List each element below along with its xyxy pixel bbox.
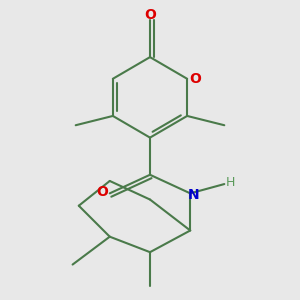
Text: O: O: [189, 72, 201, 86]
Text: O: O: [96, 185, 108, 199]
Text: H: H: [226, 176, 235, 189]
Text: N: N: [188, 188, 200, 202]
Text: O: O: [144, 8, 156, 22]
